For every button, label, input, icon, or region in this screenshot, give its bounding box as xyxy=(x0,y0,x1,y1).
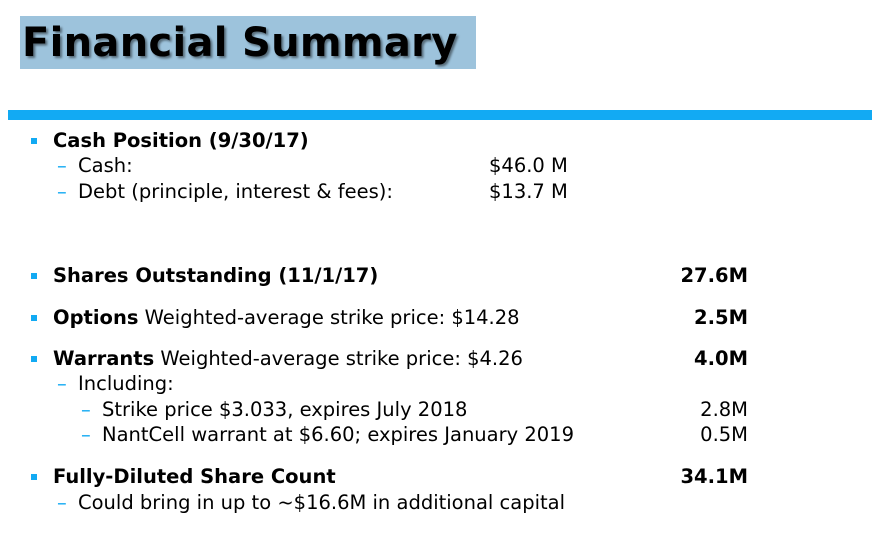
warrant-item-label: Strike price $3.033, expires July 2018 xyxy=(102,398,468,421)
bullet-icon xyxy=(31,315,37,321)
warrants-heading: Warrants xyxy=(53,347,155,370)
dash-icon: – xyxy=(57,180,67,203)
options-line: Options Weighted-average strike price: $… xyxy=(53,306,520,330)
fully-diluted-heading: Fully-Diluted Share Count xyxy=(53,465,336,488)
warrant-item-label: NantCell warrant at $6.60; expires Janua… xyxy=(102,423,574,446)
bullet-icon xyxy=(31,273,37,279)
page-title: Financial Summary xyxy=(22,20,458,66)
dash-icon: – xyxy=(57,154,67,177)
options-value: 2.5M xyxy=(694,306,748,329)
options-heading: Options xyxy=(53,306,139,329)
warrant-item-value: 2.8M xyxy=(700,398,748,421)
debt-label: Debt (principle, interest & fees): xyxy=(78,180,393,203)
fully-diluted-value: 34.1M xyxy=(680,465,748,488)
dash-icon: – xyxy=(81,423,91,446)
warrants-detail: Weighted-average strike price: $4.26 xyxy=(154,347,523,370)
bullet-icon xyxy=(31,356,37,362)
warrant-item-value: 0.5M xyxy=(700,423,748,446)
cash-position-heading: Cash Position (9/30/17) xyxy=(53,129,309,152)
shares-outstanding-heading: Shares Outstanding (11/1/17) xyxy=(53,264,379,287)
warrants-value: 4.0M xyxy=(694,347,748,370)
cash-value: $46.0 M xyxy=(489,154,568,177)
fully-diluted-note: Could bring in up to ~$16.6M in addition… xyxy=(78,491,566,514)
dash-icon: – xyxy=(57,491,67,514)
title-divider xyxy=(8,110,872,120)
warrants-line: Warrants Weighted-average strike price: … xyxy=(53,347,523,371)
including-label: Including: xyxy=(78,372,174,395)
debt-value: $13.7 M xyxy=(489,180,568,203)
options-detail: Weighted-average strike price: $14.28 xyxy=(138,306,520,329)
cash-label: Cash: xyxy=(78,154,133,177)
shares-outstanding-value: 27.6M xyxy=(680,264,748,287)
dash-icon: – xyxy=(81,398,91,421)
title-highlight xyxy=(20,16,476,69)
bullet-icon xyxy=(31,138,37,144)
bullet-icon xyxy=(31,474,37,480)
dash-icon: – xyxy=(57,372,67,395)
